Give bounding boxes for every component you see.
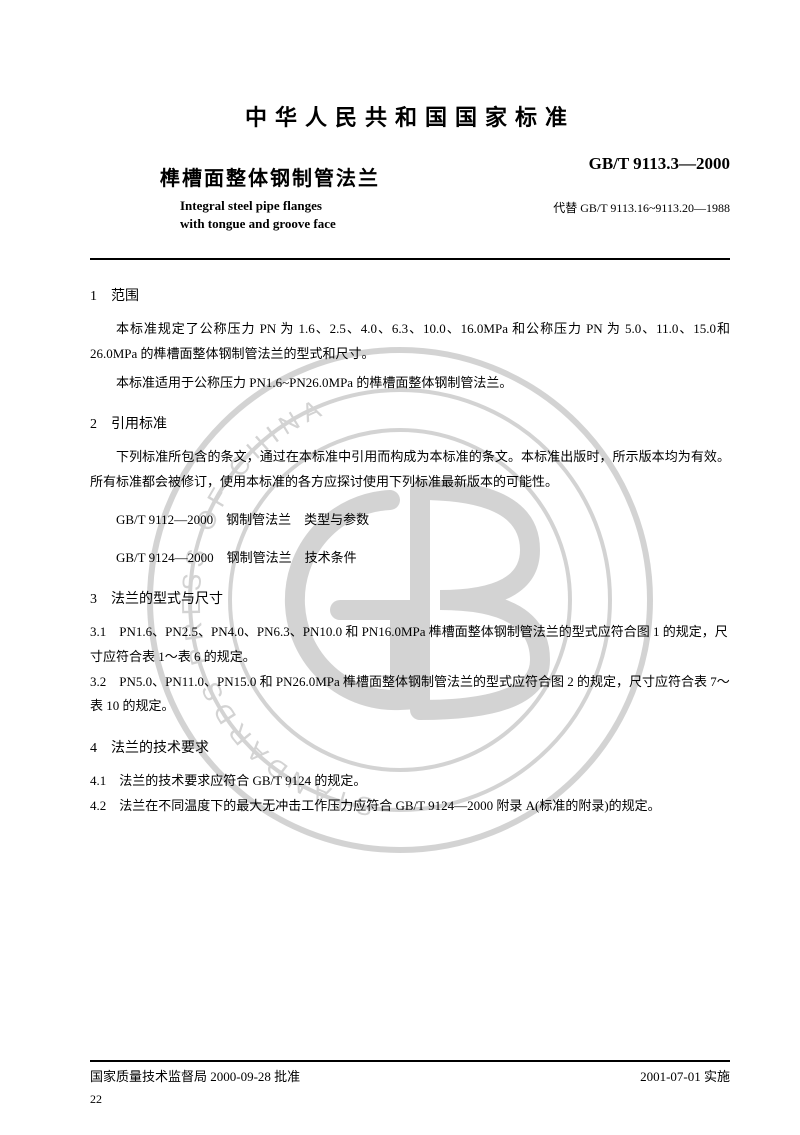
replaces-text: 代替 GB/T 9113.16~9113.20—1988 (553, 199, 730, 216)
section-3-heading: 3 法兰的型式与尺寸 (90, 588, 730, 608)
section-2-heading: 2 引用标准 (90, 413, 730, 433)
standard-code: GB/T 9113.3—2000 (589, 154, 730, 174)
page-footer: 国家质量技术监督局 2000-09-28 批准 2001-07-01 实施 (90, 1060, 730, 1085)
header-divider (90, 258, 730, 260)
reference-2: GB/T 9124—2000 钢制管法兰 技术条件 (116, 546, 730, 571)
section-3-2: 3.2 PN5.0、PN11.0、PN15.0 和 PN26.0MPa 榫槽面整… (90, 670, 730, 719)
national-standard-title: 中华人民共和国国家标准 (90, 100, 730, 132)
section-1-p2: 本标准适用于公称压力 PN1.6~PN26.0MPa 的榫槽面整体钢制管法兰。 (90, 371, 730, 396)
section-1-heading: 1 范围 (90, 285, 730, 305)
approval-text: 国家质量技术监督局 2000-09-28 批准 (90, 1066, 300, 1085)
section-1-p1: 本标准规定了公称压力 PN 为 1.6、2.5、4.0、6.3、10.0、16.… (90, 317, 730, 366)
reference-1: GB/T 9112—2000 钢制管法兰 类型与参数 (116, 508, 730, 533)
effective-date: 2001-07-01 实施 (640, 1066, 730, 1085)
section-4-2: 4.2 法兰在不同温度下的最大无冲击工作压力应符合 GB/T 9124—2000… (90, 794, 730, 819)
page-number: 22 (90, 1092, 102, 1107)
english-title-line2: with tongue and groove face (180, 215, 730, 233)
section-4-1: 4.1 法兰的技术要求应符合 GB/T 9124 的规定。 (90, 769, 730, 794)
section-2-p1: 下列标准所包含的条文，通过在本标准中引用而构成为本标准的条文。本标准出版时，所示… (90, 445, 730, 494)
section-3-1: 3.1 PN1.6、PN2.5、PN4.0、PN6.3、PN10.0 和 PN1… (90, 620, 730, 669)
section-4-heading: 4 法兰的技术要求 (90, 737, 730, 757)
